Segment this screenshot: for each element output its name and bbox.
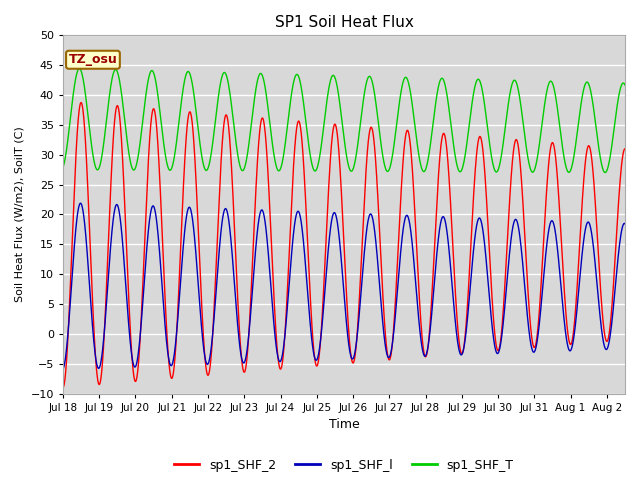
Y-axis label: Soil Heat Flux (W/m2), SoilT (C): Soil Heat Flux (W/m2), SoilT (C): [15, 127, 25, 302]
X-axis label: Time: Time: [328, 418, 359, 431]
Legend: sp1_SHF_2, sp1_SHF_l, sp1_SHF_T: sp1_SHF_2, sp1_SHF_l, sp1_SHF_T: [170, 454, 518, 477]
Title: SP1 Soil Heat Flux: SP1 Soil Heat Flux: [275, 15, 413, 30]
Text: TZ_osu: TZ_osu: [68, 53, 117, 66]
